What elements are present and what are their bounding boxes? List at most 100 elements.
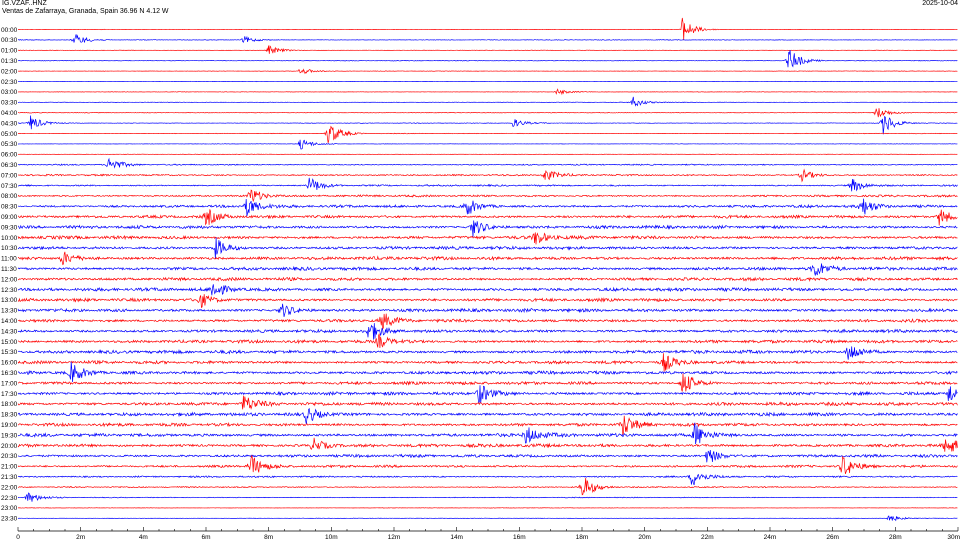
- x-tick-label: 10m: [325, 534, 338, 540]
- station-code: IG.VZAF..HNZ: [2, 0, 47, 7]
- row-label: 02:30: [1, 79, 18, 86]
- trace-row-1530: [17, 346, 958, 360]
- row-label: 16:30: [1, 370, 18, 377]
- row-label: 19:30: [1, 432, 18, 439]
- x-tick-label: 8m: [264, 534, 273, 540]
- row-label: 10:30: [1, 245, 18, 252]
- trace-row-0500: [17, 125, 958, 143]
- trace-row-2030: [17, 450, 958, 463]
- trace-row-0630: [17, 157, 958, 169]
- trace-row-1900: [17, 415, 958, 435]
- row-label: 04:30: [1, 120, 18, 127]
- x-tick-label: 24m: [764, 534, 777, 540]
- x-tick-label: 0: [16, 534, 20, 540]
- row-label: 14:00: [1, 318, 18, 325]
- trace-row-1500: [17, 333, 958, 348]
- trace-row-0200: [17, 68, 958, 75]
- trace-row-0130: [17, 49, 958, 68]
- row-label: 21:00: [1, 464, 18, 471]
- trace-row-0830: [17, 198, 958, 217]
- row-label: 20:30: [1, 453, 18, 460]
- row-label: 09:00: [1, 214, 18, 221]
- row-label: 23:00: [1, 505, 18, 512]
- row-label: 07:30: [1, 183, 18, 190]
- trace-row-0730: [17, 177, 958, 192]
- x-tick-label: 22m: [701, 534, 714, 540]
- trace-row-2200: [17, 477, 958, 496]
- trace-row-2330: [17, 515, 958, 522]
- x-tick-label: 18m: [576, 534, 589, 540]
- row-label: 03:00: [1, 89, 18, 96]
- row-label: 13:30: [1, 308, 18, 315]
- row-label: 01:00: [1, 48, 18, 55]
- row-label: 18:30: [1, 412, 18, 419]
- x-tick-label: 30m: [947, 534, 960, 540]
- trace-row-0530: [17, 139, 958, 150]
- trace-row-1830: [17, 407, 958, 425]
- trace-row-1930: [17, 422, 958, 445]
- trace-row-2230: [17, 492, 958, 502]
- row-label: 00:30: [1, 37, 18, 44]
- trace-row-1130: [17, 263, 958, 276]
- trace-row-1000: [17, 232, 958, 245]
- trace-row-1400: [17, 313, 958, 330]
- plot-date: 2025-10-04: [922, 0, 958, 7]
- row-label: 06:30: [1, 162, 18, 169]
- row-label: 11:30: [1, 266, 17, 273]
- row-label: 09:30: [1, 224, 18, 231]
- x-tick-label: 6m: [201, 534, 210, 540]
- row-label: 10:00: [1, 235, 18, 242]
- x-tick-label: 2m: [76, 534, 85, 540]
- row-label: 17:00: [1, 380, 18, 387]
- trace-row-1330: [17, 303, 958, 317]
- x-tick-label: 14m: [450, 534, 463, 540]
- row-label: 02:00: [1, 68, 18, 75]
- row-label: 08:30: [1, 204, 18, 211]
- trace-row-1100: [17, 251, 958, 266]
- row-label: 05:00: [1, 131, 18, 138]
- trace-row-1430: [17, 323, 958, 340]
- row-label: 04:00: [1, 110, 18, 117]
- row-label: 03:30: [1, 100, 18, 107]
- row-label: 06:00: [1, 152, 18, 159]
- row-label: 23:30: [1, 516, 18, 523]
- trace-row-1230: [17, 284, 958, 296]
- row-label: 12:30: [1, 287, 18, 294]
- trace-row-0300: [17, 88, 958, 96]
- trace-row-2130: [17, 473, 958, 486]
- x-tick-label: 16m: [513, 534, 526, 540]
- x-tick-label: 12m: [388, 534, 401, 540]
- trace-row-0100: [17, 45, 958, 54]
- x-tick-label: 20m: [638, 534, 651, 540]
- trace-row-2000: [17, 437, 958, 452]
- row-label: 07:00: [1, 172, 18, 179]
- x-axis: 0 2m 4m 6m 8m 10m 12m 14m 16m 18m 20m 22m 24m 26m 28m 3…: [16, 527, 960, 540]
- row-label: 01:30: [1, 58, 18, 65]
- row-label: 22:30: [1, 495, 18, 502]
- row-label: 00:00: [1, 27, 18, 34]
- trace-row-0700: [17, 168, 958, 183]
- trace-row-1030: [17, 237, 958, 259]
- row-label: 05:30: [1, 141, 18, 148]
- trace-row-1700: [17, 373, 958, 392]
- row-label-layer: 00:00 00:30 01:00 01:30 02:00 02:30 03:00 03:30…: [1, 27, 18, 523]
- trace-row-0330: [17, 96, 958, 107]
- trace-row-0000: [17, 17, 958, 40]
- trace-row-0400: [17, 108, 958, 118]
- trace-row-0030: [17, 34, 958, 43]
- trace-layer: [17, 17, 958, 522]
- row-label: 15:00: [1, 339, 18, 346]
- trace-row-1730: [17, 385, 958, 404]
- row-label: 17:30: [1, 391, 18, 398]
- station-location: Ventas de Zafarraya, Granada, Spain 36.9…: [2, 8, 169, 15]
- trace-row-1300: [17, 294, 958, 309]
- trace-row-0900: [17, 209, 958, 226]
- row-label: 22:00: [1, 484, 18, 491]
- trace-row-1800: [17, 395, 958, 410]
- row-label: 20:00: [1, 443, 18, 450]
- row-label: 12:00: [1, 276, 18, 283]
- trace-row-1630: [17, 361, 958, 383]
- row-label: 16:00: [1, 360, 18, 367]
- row-label: 14:30: [1, 328, 18, 335]
- x-tick-label: 28m: [889, 534, 902, 540]
